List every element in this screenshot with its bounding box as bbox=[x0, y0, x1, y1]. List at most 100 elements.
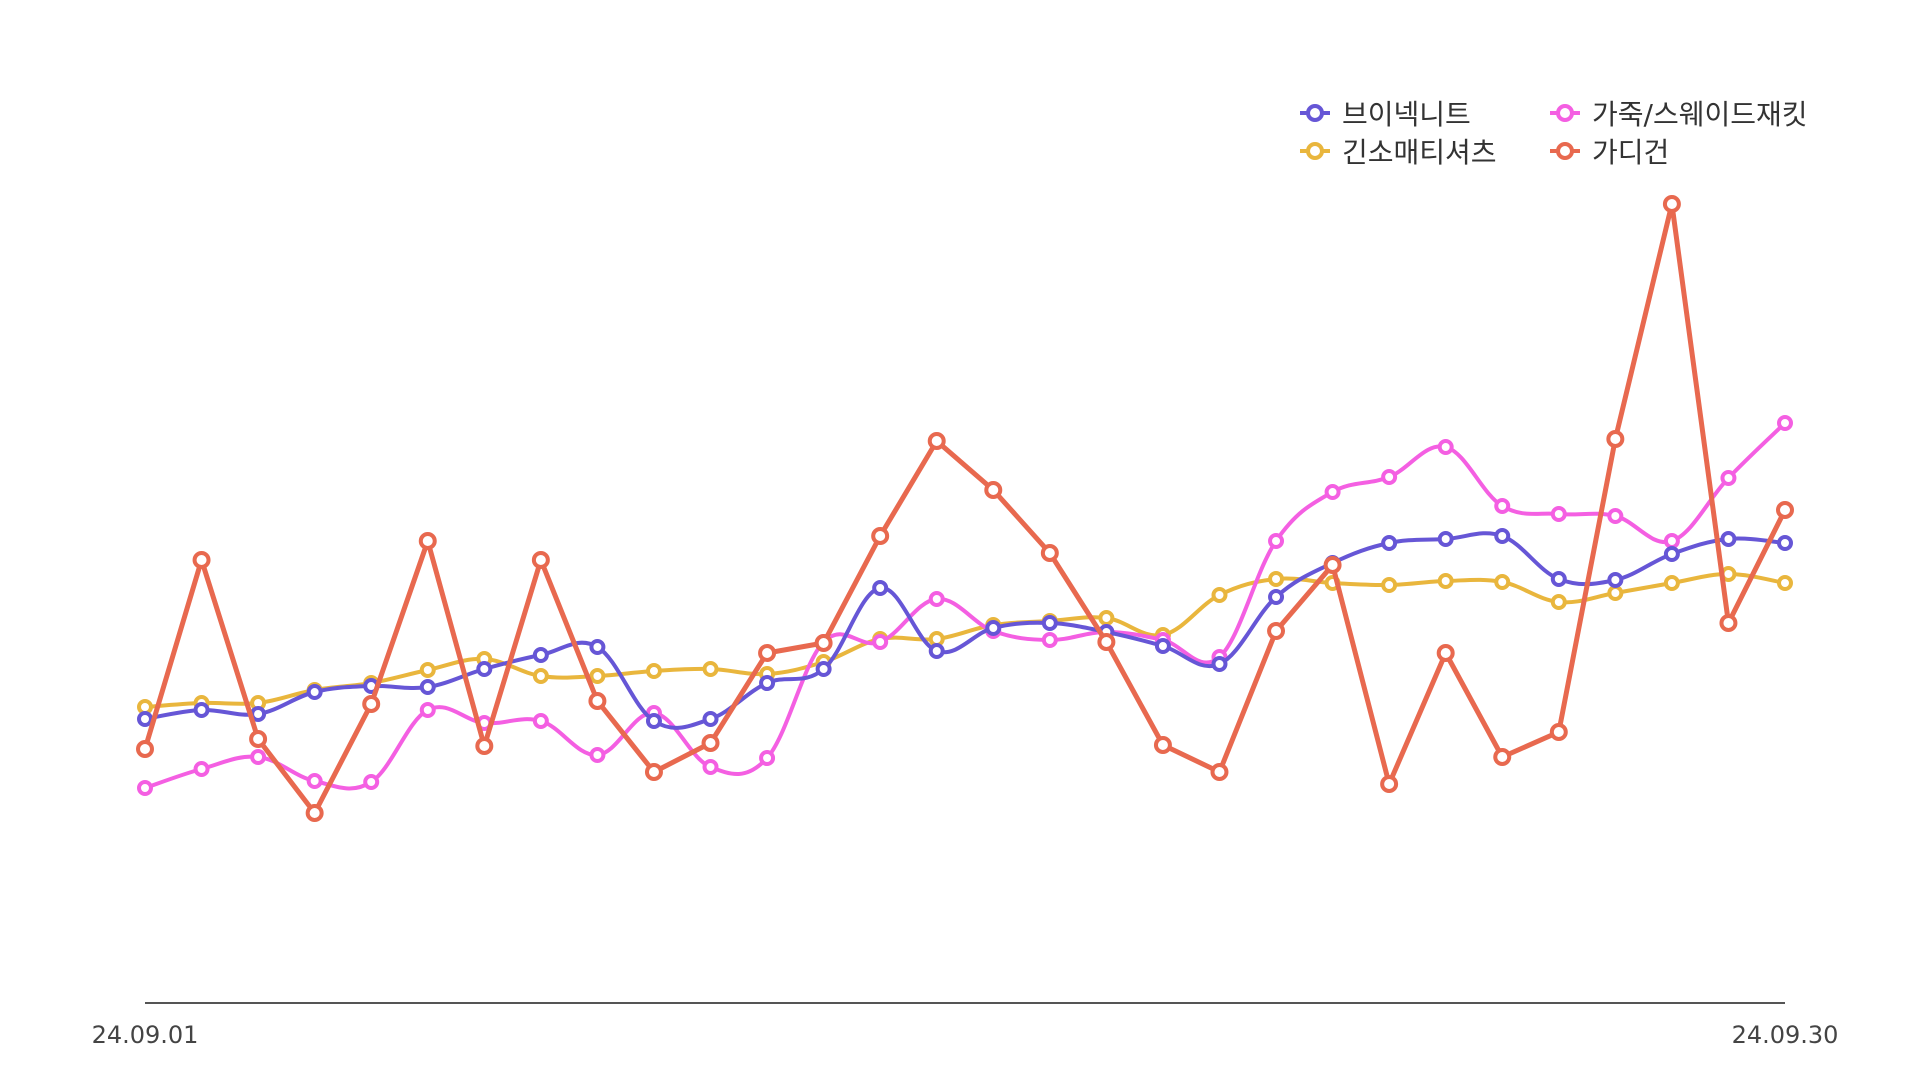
data-point[interactable] bbox=[1154, 638, 1171, 654]
data-point[interactable] bbox=[1494, 528, 1511, 544]
data-point[interactable] bbox=[306, 684, 323, 700]
data-point[interactable] bbox=[645, 713, 662, 729]
data-point[interactable] bbox=[1153, 736, 1172, 754]
x-tick-label-start: 24.09.01 bbox=[92, 1021, 199, 1049]
data-point[interactable] bbox=[1550, 506, 1567, 522]
data-point[interactable] bbox=[927, 432, 946, 450]
data-point[interactable] bbox=[1663, 546, 1680, 562]
data-point[interactable] bbox=[531, 551, 550, 569]
data-point[interactable] bbox=[644, 763, 663, 781]
data-point[interactable] bbox=[1097, 633, 1116, 651]
legend-item-long-sleeve-tshirt[interactable]: 긴소매티셔츠 bbox=[1300, 135, 1550, 169]
data-point[interactable] bbox=[589, 668, 606, 684]
data-point[interactable] bbox=[758, 644, 777, 662]
data-point[interactable] bbox=[871, 527, 890, 545]
data-point[interactable] bbox=[1268, 571, 1285, 587]
data-point[interactable] bbox=[1720, 470, 1737, 486]
data-point[interactable] bbox=[193, 702, 210, 718]
data-point[interactable] bbox=[1720, 531, 1737, 547]
data-point[interactable] bbox=[1607, 585, 1624, 601]
data-point[interactable] bbox=[1549, 723, 1568, 741]
data-point[interactable] bbox=[249, 730, 268, 748]
data-point[interactable] bbox=[363, 774, 380, 790]
data-point[interactable] bbox=[759, 675, 776, 691]
data-point[interactable] bbox=[192, 551, 211, 569]
data-point[interactable] bbox=[1607, 508, 1624, 524]
data-point[interactable] bbox=[1381, 577, 1398, 593]
data-point[interactable] bbox=[137, 780, 153, 796]
data-point[interactable] bbox=[1550, 571, 1567, 587]
data-point[interactable] bbox=[1494, 498, 1511, 514]
data-point[interactable] bbox=[1437, 573, 1454, 589]
data-point[interactable] bbox=[136, 740, 154, 758]
data-point[interactable] bbox=[1437, 439, 1454, 455]
data-point[interactable] bbox=[588, 692, 607, 710]
legend-item-leather-suede-jacket[interactable]: 가죽/스웨이드재킷 bbox=[1550, 97, 1830, 131]
data-point[interactable] bbox=[645, 663, 662, 679]
data-point[interactable] bbox=[759, 750, 776, 766]
data-point[interactable] bbox=[702, 711, 719, 727]
data-point[interactable] bbox=[1437, 531, 1454, 547]
data-point[interactable] bbox=[306, 773, 323, 789]
data-point[interactable] bbox=[475, 737, 494, 755]
data-point[interactable] bbox=[532, 668, 549, 684]
data-point[interactable] bbox=[1268, 589, 1285, 605]
data-point[interactable] bbox=[1268, 533, 1285, 549]
data-point[interactable] bbox=[419, 662, 436, 678]
data-point[interactable] bbox=[1267, 622, 1286, 640]
data-point[interactable] bbox=[1662, 195, 1681, 213]
data-point[interactable] bbox=[589, 639, 606, 655]
data-point[interactable] bbox=[928, 643, 945, 659]
data-point[interactable] bbox=[815, 661, 832, 677]
data-point[interactable] bbox=[702, 759, 719, 775]
data-point[interactable] bbox=[193, 761, 210, 777]
data-point[interactable] bbox=[419, 702, 436, 718]
data-point[interactable] bbox=[532, 647, 549, 663]
data-point[interactable] bbox=[1211, 656, 1228, 672]
data-point[interactable] bbox=[362, 695, 381, 713]
data-point[interactable] bbox=[532, 713, 549, 729]
data-point[interactable] bbox=[1211, 587, 1228, 603]
data-point[interactable] bbox=[1324, 484, 1341, 500]
data-point[interactable] bbox=[1040, 544, 1059, 562]
data-point[interactable] bbox=[1380, 775, 1399, 793]
data-point[interactable] bbox=[589, 747, 606, 763]
data-point[interactable] bbox=[305, 804, 324, 822]
data-point[interactable] bbox=[984, 481, 1003, 499]
data-point[interactable] bbox=[1663, 575, 1680, 591]
data-point[interactable] bbox=[1776, 501, 1794, 519]
data-point[interactable] bbox=[250, 749, 267, 765]
data-point[interactable] bbox=[1381, 469, 1398, 485]
data-point[interactable] bbox=[476, 661, 493, 677]
data-point[interactable] bbox=[1607, 572, 1624, 588]
data-point[interactable] bbox=[418, 532, 437, 550]
data-point[interactable] bbox=[928, 591, 945, 607]
data-point[interactable] bbox=[814, 634, 833, 652]
data-point[interactable] bbox=[1210, 763, 1229, 781]
data-point[interactable] bbox=[1777, 575, 1793, 591]
data-point[interactable] bbox=[1777, 535, 1793, 551]
data-point[interactable] bbox=[872, 580, 889, 596]
data-point[interactable] bbox=[1493, 748, 1512, 766]
legend-marker-icon bbox=[1300, 104, 1330, 122]
data-point[interactable] bbox=[1098, 610, 1115, 626]
data-point[interactable] bbox=[419, 679, 436, 695]
data-point[interactable] bbox=[1663, 533, 1680, 549]
data-point[interactable] bbox=[1719, 614, 1738, 632]
data-point[interactable] bbox=[702, 661, 719, 677]
data-point[interactable] bbox=[1494, 574, 1511, 590]
data-point[interactable] bbox=[1606, 430, 1625, 448]
data-point[interactable] bbox=[1777, 415, 1793, 431]
data-point[interactable] bbox=[1041, 615, 1058, 631]
data-point[interactable] bbox=[1041, 632, 1058, 648]
data-point[interactable] bbox=[701, 734, 720, 752]
data-point[interactable] bbox=[1436, 644, 1455, 662]
data-point[interactable] bbox=[985, 620, 1002, 636]
data-point[interactable] bbox=[872, 634, 889, 650]
legend-item-vneck-knit[interactable]: 브이넥니트 bbox=[1300, 97, 1550, 131]
data-point[interactable] bbox=[1381, 535, 1398, 551]
legend-item-cardigan[interactable]: 가디건 bbox=[1550, 135, 1830, 169]
data-point[interactable] bbox=[1323, 556, 1342, 574]
data-point[interactable] bbox=[1550, 594, 1567, 610]
data-point[interactable] bbox=[137, 711, 153, 727]
